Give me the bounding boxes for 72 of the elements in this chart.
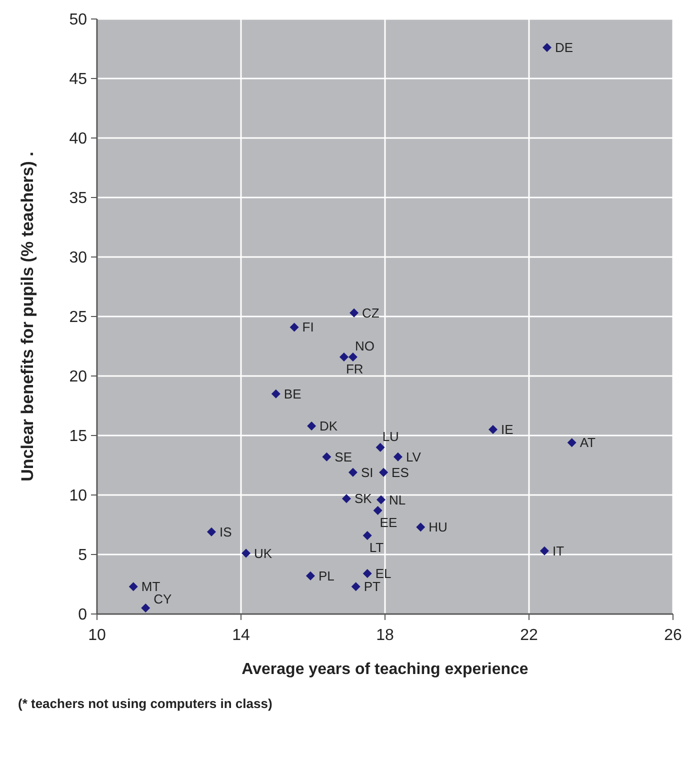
annotation: CZ	[362, 305, 380, 320]
annotation: MT	[141, 579, 160, 594]
annotation: DE	[555, 40, 574, 56]
point	[540, 546, 549, 556]
point	[362, 569, 372, 578]
annotation: EL	[375, 566, 392, 582]
y-tick-label: 15	[69, 428, 88, 446]
y-tick-label: 45	[69, 71, 88, 88]
annotation: ES	[392, 464, 410, 480]
x-axis-title: Average years of teaching experience	[242, 661, 528, 678]
point	[350, 308, 359, 318]
annotation: BE	[284, 386, 302, 402]
annotation: NL	[389, 492, 406, 508]
point	[141, 604, 150, 613]
x-tick-label: 22	[520, 627, 538, 644]
point	[376, 495, 386, 504]
annotation: AT	[580, 435, 596, 450]
point	[242, 548, 251, 558]
annotation: IE	[501, 422, 514, 438]
point	[488, 425, 498, 434]
text: (* teachers not using computers in class)	[18, 696, 272, 711]
point	[271, 389, 280, 398]
annotation: IS	[219, 524, 232, 540]
annotation: LT	[369, 540, 384, 555]
point	[306, 571, 315, 580]
point	[348, 468, 358, 477]
x-tick-label: 26	[664, 627, 682, 644]
point	[542, 43, 552, 52]
y-tick-label: 30	[69, 250, 88, 267]
annotation: HU	[428, 520, 448, 535]
point	[307, 421, 316, 430]
annotation: EE	[380, 514, 398, 530]
y-tick-label: 25	[69, 309, 88, 326]
annotation: NO	[354, 338, 374, 354]
point	[567, 438, 576, 448]
x-tick-label: 14	[232, 627, 250, 644]
point	[290, 322, 299, 332]
point	[342, 494, 351, 504]
annotation: SI	[360, 464, 374, 480]
annotation: FI	[302, 320, 314, 335]
y-tick-label: 5	[78, 547, 88, 564]
point	[373, 506, 382, 515]
point	[348, 352, 358, 362]
annotation: SE	[334, 449, 352, 464]
point	[393, 452, 402, 462]
y-tick-label: 10	[69, 488, 88, 505]
annotation: FR	[346, 361, 364, 376]
y-tick-label: 20	[69, 368, 88, 386]
point	[128, 582, 138, 592]
annotation: CY	[154, 592, 172, 607]
annotation: LV	[406, 449, 422, 464]
y-tick-label: 0	[78, 606, 88, 624]
annotation: DK	[320, 418, 338, 434]
point	[206, 527, 216, 536]
point	[351, 582, 360, 592]
annotation: SK	[354, 491, 372, 506]
y-tick-label: 40	[69, 130, 88, 148]
y-axis-title: Unclear benefits for pupils (% teachers) .	[18, 152, 37, 482]
point	[379, 468, 388, 477]
annotation: PL	[318, 568, 334, 584]
annotation: LU	[382, 428, 399, 444]
annotation: PT	[364, 579, 381, 594]
annotation: UK	[254, 546, 272, 561]
point	[362, 530, 372, 540]
y-tick-label: 35	[69, 190, 88, 208]
point	[416, 522, 426, 532]
x-tick-label: 18	[376, 627, 394, 644]
point	[339, 352, 348, 362]
annotation: IT	[552, 543, 564, 558]
y-tick-label: 50	[69, 12, 88, 29]
point	[322, 452, 332, 462]
point	[376, 442, 385, 452]
